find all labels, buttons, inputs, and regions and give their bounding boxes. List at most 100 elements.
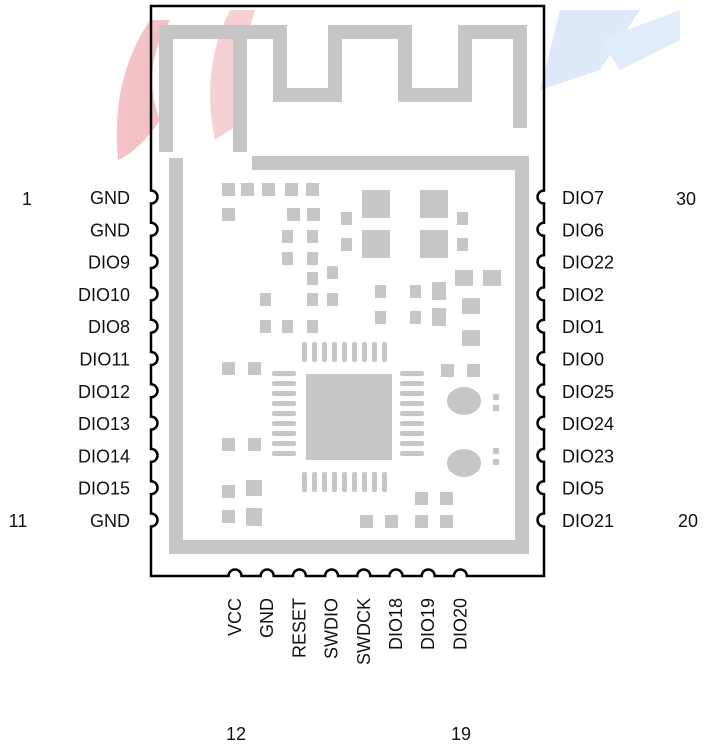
bottom-pin-label: VCC [225, 598, 245, 636]
smd-component [440, 515, 453, 528]
smd-component [285, 183, 298, 196]
chip-pin [272, 431, 296, 436]
left-pin-label: DIO12 [78, 382, 130, 402]
smd-component [307, 208, 320, 221]
module-outline [149, 4, 546, 578]
smd-component [327, 293, 338, 306]
smd-component [307, 272, 318, 285]
smd-component [362, 190, 390, 218]
smd-component [306, 183, 319, 196]
chip-pin [400, 401, 424, 406]
bottom-pin-label: RESET [289, 598, 309, 658]
smd-component [493, 459, 499, 465]
passive-components [222, 183, 501, 528]
chip-pin [400, 421, 424, 426]
smd-component [307, 293, 318, 306]
smd-component [248, 362, 261, 375]
chip-pin [312, 342, 317, 362]
smd-component [307, 230, 318, 243]
left-pin-label: GND [90, 188, 130, 208]
smd-component [282, 320, 293, 333]
smd-component [307, 320, 318, 333]
chip-pin [312, 472, 317, 492]
smd-component [493, 405, 499, 411]
pin-number-bottom-first: 12 [226, 724, 246, 744]
right-pin-labels: DIO7 DIO6 DIO22 DIO2 DIO1 DIO0 DIO25 DIO24 DIO23… [562, 188, 614, 531]
left-pin-label: DIO10 [78, 285, 130, 305]
chip-pin [372, 342, 377, 362]
bottom-pin-label: DIO19 [418, 598, 438, 650]
chip-pin [272, 401, 296, 406]
left-pin-label: DIO15 [78, 479, 130, 499]
smd-component [420, 230, 448, 258]
smd-component [415, 515, 428, 528]
chip-pin [272, 391, 296, 396]
smd-component [341, 212, 352, 225]
left-pin-label: DIO8 [88, 317, 130, 337]
chip-pin [342, 342, 347, 362]
left-pin-label: DIO11 [79, 350, 130, 370]
smd-component [462, 330, 480, 346]
smd-component [222, 510, 235, 523]
chip-pin [400, 441, 424, 446]
smd-component [467, 364, 480, 377]
smd-component [440, 492, 453, 505]
right-pin-label: DIO1 [562, 317, 604, 337]
smd-component [222, 438, 235, 451]
right-pin-label: DIO7 [562, 188, 604, 208]
ground-frame [169, 156, 529, 554]
smd-component [248, 438, 261, 451]
smd-component [307, 252, 318, 265]
chip-pin [352, 342, 357, 362]
bottom-pin-label: GND [257, 598, 277, 638]
bottom-pin-labels: VCC GND RESET SWDIO SWDCK DIO18 DIO19 DIO20 [225, 598, 470, 665]
smd-component [241, 183, 254, 196]
right-pin-label: DIO23 [562, 446, 614, 466]
smd-component [222, 485, 235, 498]
chip-pin [302, 472, 307, 492]
chip-pin [272, 451, 296, 456]
smd-component [222, 362, 235, 375]
chip-pin [400, 391, 424, 396]
chip-pin [400, 451, 424, 456]
chip-pin [382, 472, 387, 492]
crystal-2 [447, 449, 481, 477]
pin-number-bottom-last: 19 [451, 724, 471, 744]
smd-component [457, 238, 468, 251]
smd-component [432, 308, 446, 326]
chip-pin [272, 421, 296, 426]
chip-pin [352, 472, 357, 492]
smd-component [415, 492, 428, 505]
smd-component [375, 311, 386, 324]
right-pin-label: DIO5 [562, 479, 604, 499]
mcu-chip-pins [272, 342, 424, 492]
left-pin-label: DIO14 [78, 446, 130, 466]
smd-component [287, 208, 300, 221]
right-pin-label: DIO6 [562, 220, 604, 240]
smd-component [410, 311, 421, 324]
smd-component [222, 208, 235, 221]
bottom-pin-label: DIO20 [450, 598, 470, 650]
left-pin-label: GND [90, 220, 130, 240]
chip-pin [272, 371, 296, 376]
chip-pin [362, 472, 367, 492]
smd-component [222, 183, 235, 196]
smd-component [362, 230, 390, 258]
mcu-chip [306, 374, 392, 460]
smd-component [246, 508, 262, 526]
smd-component [410, 285, 421, 298]
crystal-1 [447, 387, 481, 415]
right-pin-label: DIO21 [562, 511, 614, 531]
chip-pin [332, 342, 337, 362]
smd-component [462, 298, 480, 314]
smd-component [385, 515, 398, 528]
pin-number-right-last: 20 [678, 511, 698, 531]
antenna-trace [159, 25, 527, 152]
smd-component [260, 293, 271, 306]
smd-component [420, 190, 448, 218]
chip-pin [400, 381, 424, 386]
bottom-pin-label: SWDIO [322, 598, 342, 659]
chip-pin [272, 411, 296, 416]
